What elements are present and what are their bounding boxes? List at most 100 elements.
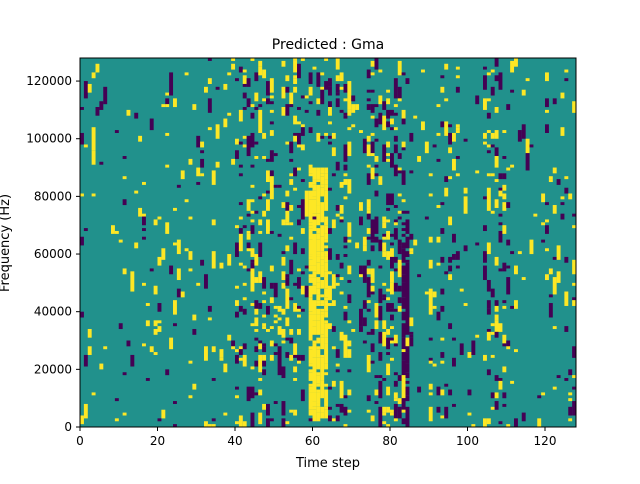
heatmap-high-cell bbox=[382, 251, 387, 257]
heatmap-high-cell bbox=[502, 334, 507, 344]
heatmap-low-cell bbox=[390, 127, 394, 131]
heatmap-low-cell bbox=[262, 343, 267, 347]
heatmap-low-cell bbox=[390, 242, 394, 246]
heatmap-low-cell bbox=[308, 127, 313, 134]
heatmap-high-cell bbox=[316, 279, 321, 283]
heatmap-high-cell bbox=[401, 409, 406, 413]
heatmap-high-cell bbox=[254, 308, 259, 315]
heatmap-low-cell bbox=[254, 360, 259, 367]
heatmap-low-cell bbox=[351, 95, 356, 102]
heatmap-high-cell bbox=[328, 285, 332, 301]
heatmap-low-cell bbox=[548, 294, 553, 298]
heatmap-high-cell bbox=[80, 415, 84, 425]
heatmap-low-cell bbox=[250, 164, 255, 168]
heatmap-high-cell bbox=[324, 311, 329, 318]
heatmap-high-cell bbox=[397, 398, 402, 404]
heatmap-low-cell bbox=[475, 242, 480, 246]
heatmap-high-cell bbox=[347, 144, 352, 157]
heatmap-high-cell bbox=[455, 127, 460, 131]
heatmap-high-cell bbox=[262, 132, 267, 139]
heatmap-high-cell bbox=[324, 297, 329, 301]
heatmap-low-cell bbox=[401, 282, 406, 298]
heatmap-high-cell bbox=[494, 314, 499, 321]
heatmap-low-cell bbox=[103, 86, 108, 105]
heatmap-low-cell bbox=[285, 104, 290, 116]
heatmap-high-cell bbox=[312, 199, 317, 214]
heatmap-high-cell bbox=[374, 320, 379, 330]
heatmap-low-cell bbox=[382, 377, 387, 381]
heatmap-high-cell bbox=[293, 135, 298, 142]
heatmap-low-cell bbox=[273, 343, 278, 347]
heatmap-high-cell bbox=[545, 72, 549, 82]
heatmap-high-cell bbox=[126, 109, 131, 116]
heatmap-high-cell bbox=[316, 132, 321, 142]
heatmap-high-cell bbox=[173, 207, 177, 211]
heatmap-low-cell bbox=[262, 360, 267, 367]
heatmap-high-cell bbox=[347, 127, 352, 131]
heatmap-low-cell bbox=[498, 268, 503, 272]
heatmap-low-cell bbox=[510, 305, 515, 309]
heatmap-low-cell bbox=[401, 228, 406, 232]
heatmap-low-cell bbox=[401, 311, 406, 318]
heatmap-high-cell bbox=[494, 156, 499, 168]
heatmap-high-cell bbox=[390, 409, 394, 413]
heatmap-high-cell bbox=[428, 259, 433, 269]
heatmap-low-cell bbox=[502, 300, 507, 304]
heatmap-low-cell bbox=[339, 109, 344, 113]
x-tick-label: 120 bbox=[534, 434, 557, 448]
heatmap-low-cell bbox=[393, 164, 398, 177]
heatmap-high-cell bbox=[99, 363, 104, 370]
heatmap-low-cell bbox=[494, 401, 499, 410]
heatmap-low-cell bbox=[428, 357, 433, 361]
heatmap-low-cell bbox=[83, 228, 88, 232]
heatmap-low-cell bbox=[386, 121, 391, 128]
heatmap-high-cell bbox=[308, 225, 313, 229]
heatmap-high-cell bbox=[374, 389, 379, 396]
heatmap-high-cell bbox=[293, 115, 298, 125]
heatmap-high-cell bbox=[223, 412, 228, 416]
heatmap-low-cell bbox=[409, 331, 414, 335]
heatmap-high-cell bbox=[320, 337, 325, 350]
heatmap-high-cell bbox=[564, 291, 569, 306]
heatmap-low-cell bbox=[401, 265, 406, 275]
heatmap-low-cell bbox=[494, 75, 499, 82]
heatmap-high-cell bbox=[293, 377, 298, 381]
heatmap-high-cell bbox=[316, 233, 321, 240]
heatmap-high-cell bbox=[242, 265, 247, 269]
heatmap-low-cell bbox=[401, 398, 406, 410]
heatmap-high-cell bbox=[304, 95, 309, 99]
heatmap-high-cell bbox=[502, 202, 507, 211]
heatmap-high-cell bbox=[339, 216, 344, 220]
heatmap-high-cell bbox=[180, 291, 185, 298]
heatmap-high-cell bbox=[448, 176, 453, 180]
heatmap-low-cell bbox=[238, 349, 243, 355]
heatmap-high-cell bbox=[262, 291, 267, 295]
heatmap-high-cell bbox=[316, 294, 321, 301]
heatmap-high-cell bbox=[250, 303, 255, 306]
heatmap-high-cell bbox=[269, 326, 274, 330]
heatmap-low-cell bbox=[80, 132, 84, 145]
heatmap-high-cell bbox=[386, 424, 391, 428]
heatmap-high-cell bbox=[320, 251, 325, 257]
heatmap-high-cell bbox=[173, 98, 177, 108]
heatmap-low-cell bbox=[266, 403, 270, 416]
heatmap-high-cell bbox=[269, 265, 274, 272]
heatmap-high-cell bbox=[196, 282, 201, 286]
heatmap-high-cell bbox=[316, 349, 321, 358]
heatmap-low-cell bbox=[471, 340, 476, 355]
heatmap-low-cell bbox=[250, 132, 255, 148]
heatmap-high-cell bbox=[204, 86, 208, 93]
heatmap-high-cell bbox=[312, 392, 317, 402]
heatmap-low-cell bbox=[393, 308, 398, 312]
heatmap-high-cell bbox=[289, 179, 294, 185]
heatmap-low-cell bbox=[335, 369, 340, 373]
heatmap-high-cell bbox=[254, 277, 259, 283]
heatmap-high-cell bbox=[312, 343, 317, 358]
heatmap-high-cell bbox=[262, 314, 267, 318]
heatmap-low-cell bbox=[169, 265, 174, 275]
heatmap-high-cell bbox=[409, 251, 414, 255]
heatmap-low-cell bbox=[397, 285, 402, 292]
heatmap-low-cell bbox=[498, 230, 503, 243]
heatmap-high-cell bbox=[483, 354, 487, 361]
heatmap-high-cell bbox=[413, 115, 418, 119]
